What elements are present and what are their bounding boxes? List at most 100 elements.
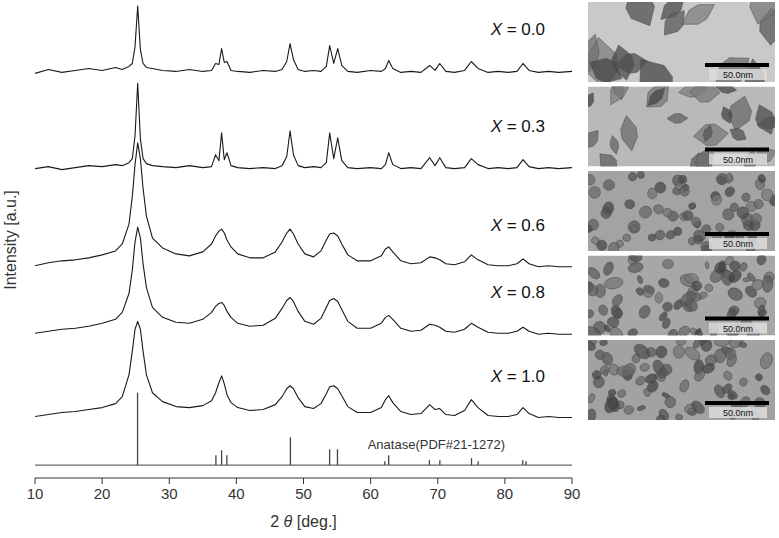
tem-particle [688,202,697,211]
tem-particle [607,241,621,251]
tem-particle [643,284,656,294]
xrd-pattern [35,227,572,334]
tem-particle [622,234,631,242]
tem-particle [588,393,596,404]
x-axis-title-part: g [319,513,328,530]
scale-bar-label-patch [709,154,767,165]
x-axis-title-part: e [310,513,319,530]
tem-particle [639,363,649,373]
series-label-value: = 0.0 [502,20,545,39]
tem-particle [588,174,596,186]
x-tick [169,478,170,484]
tem-particle [750,2,775,24]
series-label: X = 0.0 [490,20,545,39]
tem-particle [667,328,680,336]
scale-bar [705,63,769,67]
tem-particle [634,375,647,387]
tem-particle [721,107,732,124]
tem-particle [599,340,607,346]
tem-particle [692,368,706,383]
tem-particle [600,154,617,167]
tem-particle [739,262,748,273]
tem-particle [588,407,598,420]
tem-particle [616,53,648,73]
tem-particle [726,285,745,302]
reference-stick [384,461,385,465]
series-label: X = 0.8 [490,283,545,302]
x-tick [303,478,304,484]
x-tick-label: 90 [564,485,581,502]
reference-stick [215,455,216,465]
scale-bar-label: 50.0nm [723,155,753,165]
tem-particle [597,304,609,317]
tem-particle [627,328,639,336]
tem-particle [616,389,626,399]
scale-bar-label-patch [709,323,767,334]
series-label-symbol: X [490,216,503,235]
x-tick [35,478,36,484]
tem-particle [758,351,774,370]
tem-particle [729,201,741,213]
tem-particle [621,116,638,151]
tem-particle [712,260,728,276]
tem-particle [711,194,722,206]
tem-particle [694,124,729,146]
scale-bar [705,401,769,405]
tem-particle [714,222,726,234]
scale-bar-label-patch [709,69,767,80]
series-label-value: = 0.3 [502,117,545,136]
tem-particle [637,204,654,221]
tem-particle [703,125,712,142]
tem-particle [588,186,600,198]
y-axis-title: Intensity [a.u.] [2,190,19,290]
tem-particle [603,276,624,290]
tem-particle [588,340,597,352]
tem-particle [599,206,613,221]
tem-particle [624,199,635,210]
scale-bar [705,317,769,321]
tem-content [588,171,775,251]
tem-particle [588,131,598,149]
tem-particle [762,275,774,293]
x-tick [437,478,438,484]
tem-particle [714,349,726,363]
tem-particle [667,114,688,124]
tem-particle [647,87,669,108]
tem-particle [653,228,667,242]
reference-stick [478,461,479,465]
xrd-pattern [35,321,572,417]
plot-area [35,6,572,465]
scale-bar-label: 50.0nm [723,239,753,249]
tem-particle [691,292,702,302]
tem-particle [683,344,703,362]
tem-particle [627,261,644,274]
tem-particle [690,87,720,103]
series-label: X = 0.6 [490,216,545,235]
tem-particle [643,388,652,398]
tem-particle [626,2,655,26]
tem-content [588,256,775,336]
tem-particle [750,277,765,292]
tem-particle [694,235,704,245]
tem-particle [647,188,657,199]
xrd-pattern [35,6,572,73]
scale-bar-label: 50.0nm [723,70,753,80]
tem-particle [607,388,616,397]
tem-particle [658,278,670,289]
tem-particle [657,407,671,420]
x-tick-label: 30 [161,485,178,502]
tem-particle [676,340,686,346]
tem-particle [588,93,594,109]
tem-particle [628,256,643,264]
tem-particle [603,324,611,333]
tem-particle [725,353,739,368]
tem-particle [648,88,665,106]
tem-particle [756,256,768,267]
xrd-pattern [35,143,572,267]
tem-particle [701,340,713,352]
series-label-symbol: X [490,367,503,386]
tem-particle [664,396,676,409]
reference-stick [388,455,389,465]
tem-particle [637,405,647,412]
series-label-value: = 0.8 [502,283,545,302]
